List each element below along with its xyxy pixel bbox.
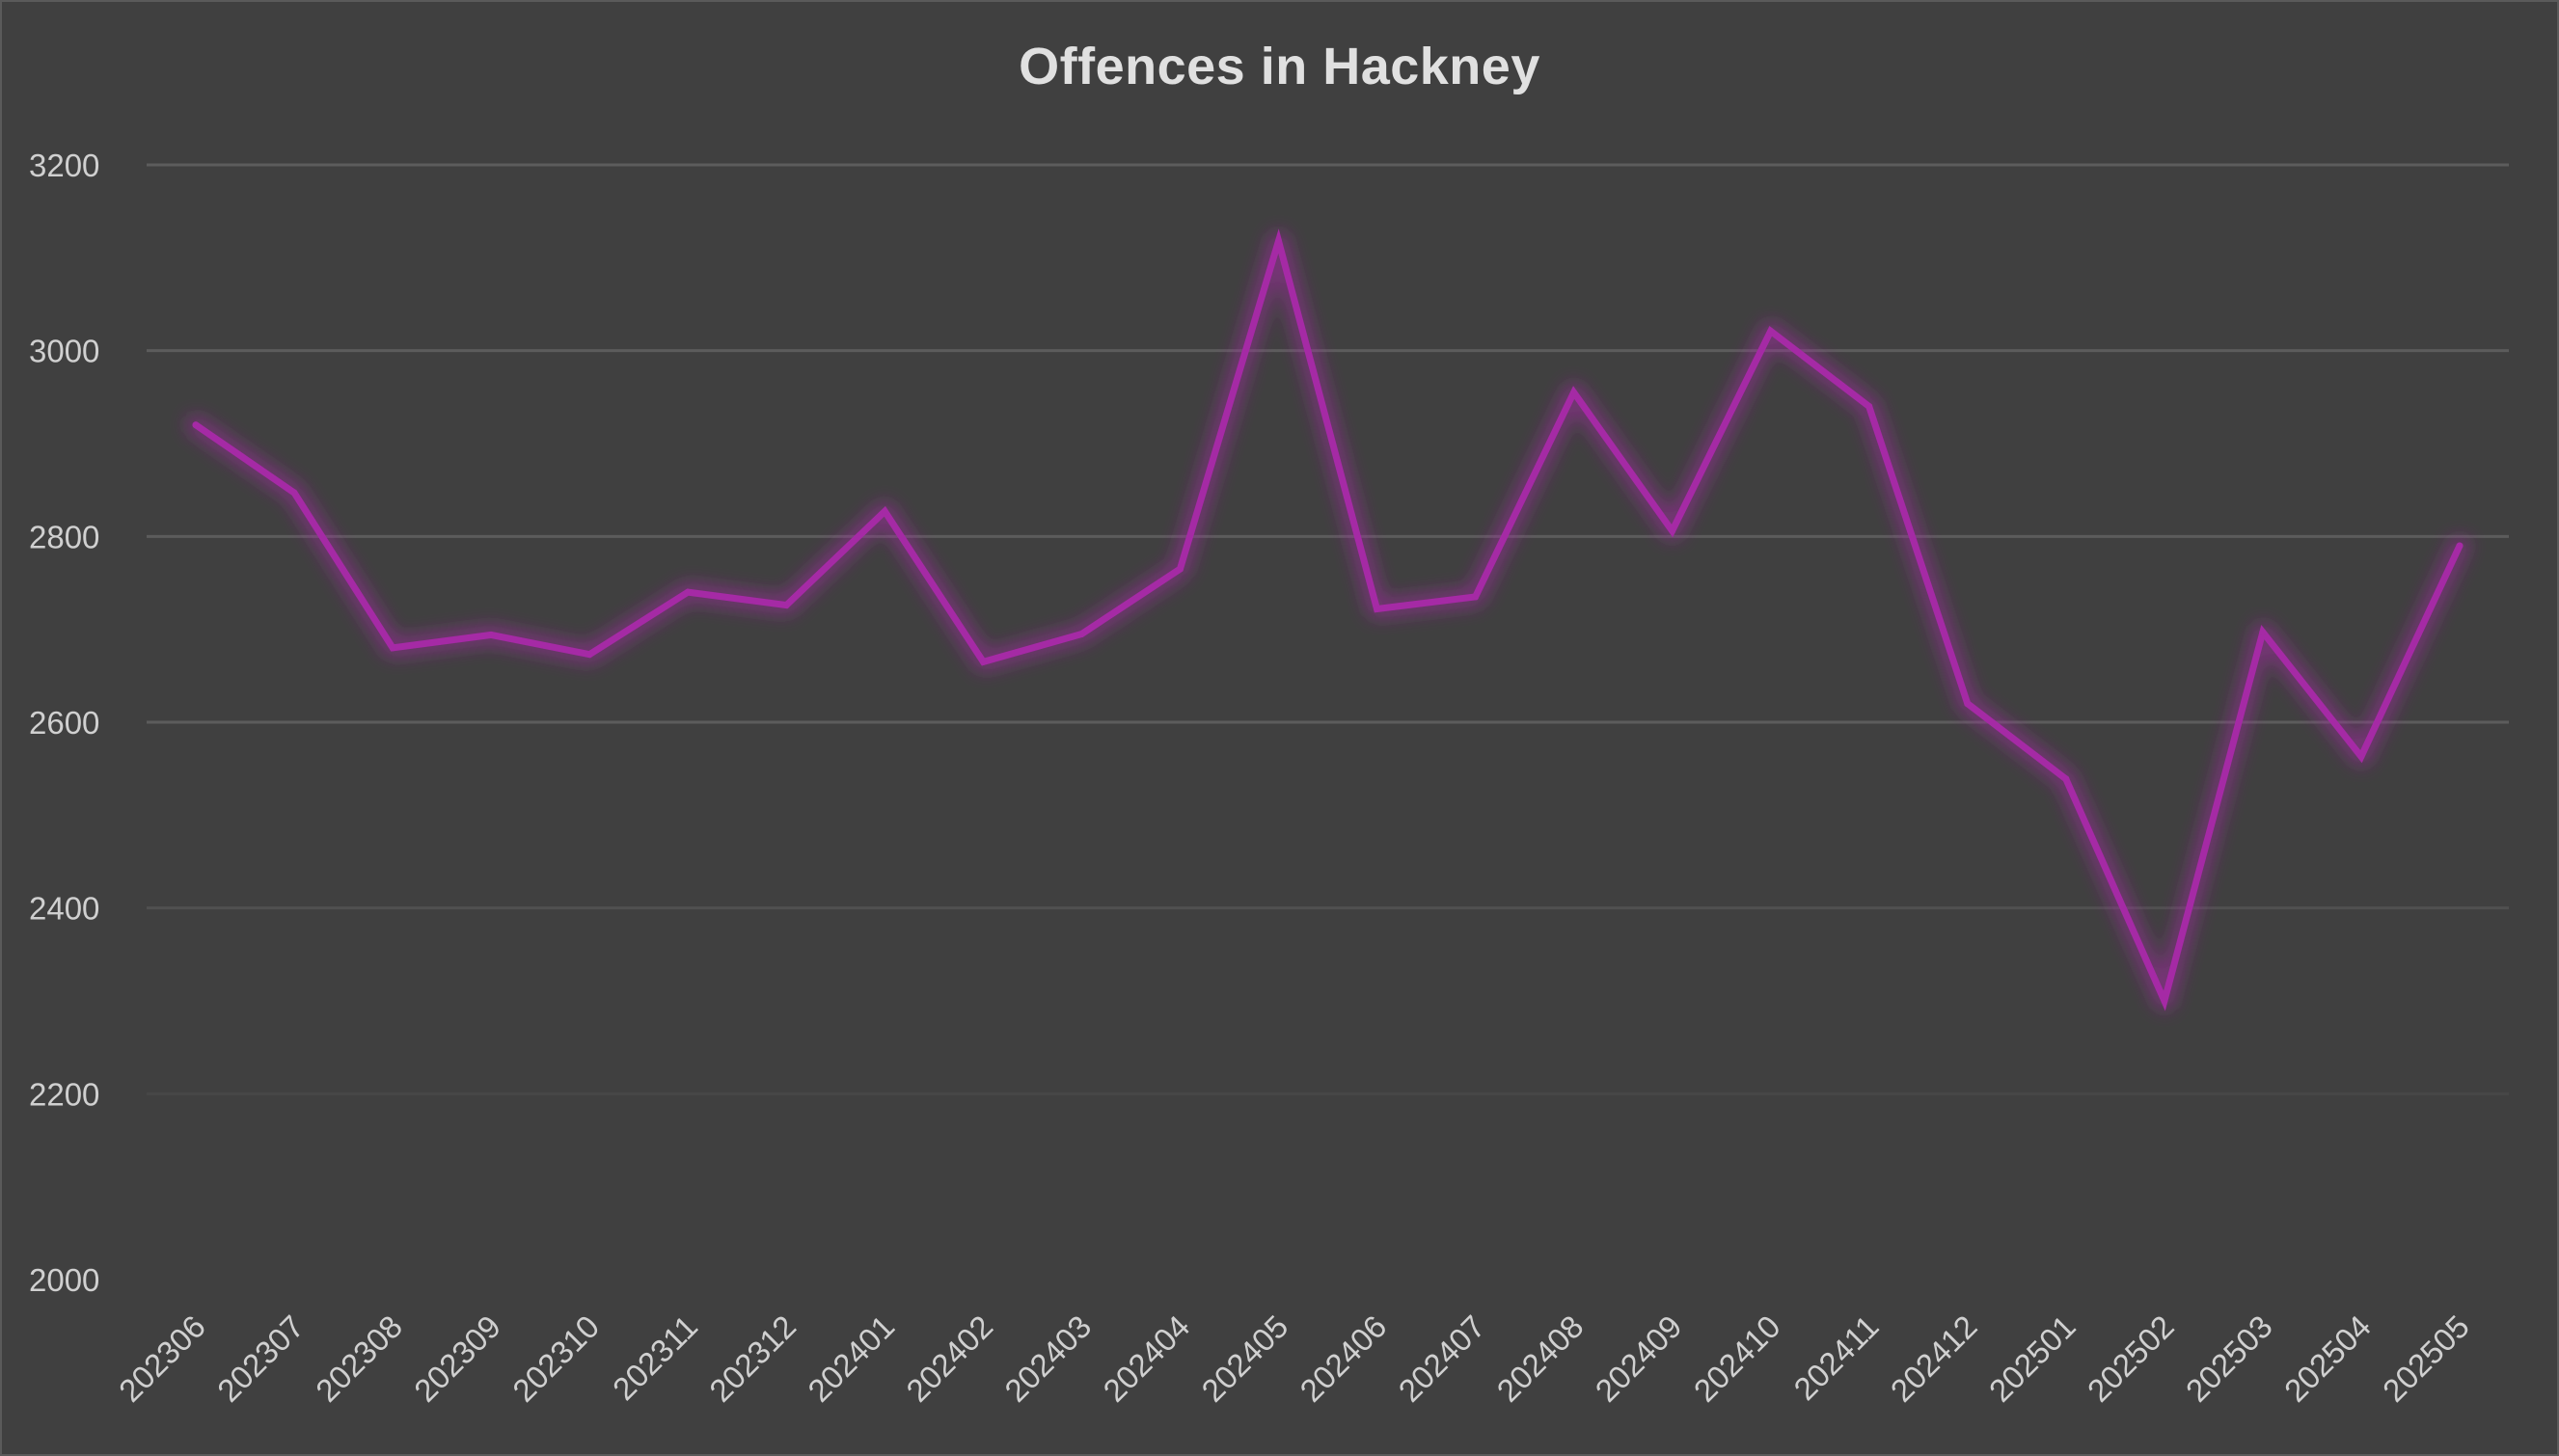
x-tick-label: 202501 — [1982, 1308, 2083, 1409]
x-tick-label: 202312 — [702, 1308, 803, 1409]
data-point — [1374, 605, 1381, 612]
data-point — [881, 507, 888, 515]
x-tick-label: 202408 — [1490, 1308, 1591, 1409]
x-tick-label: 202404 — [1096, 1308, 1196, 1409]
data-point — [2161, 997, 2168, 1005]
x-tick-label: 202403 — [997, 1308, 1098, 1409]
data-point — [782, 602, 790, 609]
data-point — [389, 644, 396, 652]
x-tick-label: 202308 — [309, 1308, 409, 1409]
data-point — [2259, 629, 2267, 636]
y-tick-label: 2000 — [29, 1262, 99, 1298]
x-tick-label: 202405 — [1194, 1308, 1294, 1409]
chart-title: Offences in Hackney — [1019, 38, 1540, 95]
data-point — [1570, 389, 1578, 396]
y-tick-label: 2800 — [29, 519, 99, 554]
x-tick-label: 202504 — [2277, 1308, 2378, 1409]
x-tick-label: 202402 — [899, 1308, 999, 1409]
x-tick-label: 202307 — [210, 1308, 311, 1409]
series-line — [192, 229, 2464, 1011]
data-point — [290, 489, 298, 497]
data-point — [585, 651, 593, 659]
x-tick-label: 202409 — [1589, 1308, 1689, 1409]
data-point — [2456, 542, 2464, 550]
x-tick-label: 202311 — [606, 1308, 704, 1407]
x-tick-label: 202306 — [112, 1308, 212, 1409]
x-tick-label: 202407 — [1391, 1308, 1491, 1409]
data-point — [487, 631, 495, 638]
y-axis-ticks: 2000 2200 2400 2600 2800 3000 3200 — [29, 148, 99, 1298]
x-tick-label: 202411 — [1786, 1308, 1885, 1407]
data-point — [192, 421, 200, 429]
data-point — [2357, 753, 2365, 761]
data-point — [1274, 237, 1282, 245]
data-point — [1077, 630, 1085, 637]
data-point — [1176, 565, 1184, 573]
data-point — [1472, 593, 1480, 601]
x-tick-label: 202401 — [801, 1308, 901, 1409]
y-tick-label: 3000 — [29, 334, 99, 369]
y-tick-label: 2200 — [29, 1076, 99, 1112]
x-tick-label: 202309 — [407, 1308, 507, 1409]
x-tick-label: 202503 — [2179, 1308, 2279, 1409]
x-tick-label: 202310 — [505, 1308, 606, 1409]
y-tick-label: 3200 — [29, 148, 99, 183]
y-tick-label: 2400 — [29, 891, 99, 927]
data-point — [684, 588, 692, 596]
data-point — [979, 658, 987, 665]
x-tick-label: 202505 — [2376, 1308, 2476, 1409]
data-point — [2062, 775, 2070, 783]
data-point — [1669, 527, 1676, 535]
data-point — [1865, 402, 1873, 410]
data-point — [1964, 700, 1972, 708]
x-tick-label: 202502 — [2081, 1308, 2181, 1409]
x-tick-label: 202406 — [1293, 1308, 1393, 1409]
data-point — [1767, 327, 1775, 335]
y-tick-label: 2600 — [29, 705, 99, 741]
x-tick-label: 202410 — [1687, 1308, 1787, 1409]
x-tick-label: 202412 — [1884, 1308, 1984, 1409]
series-layer — [186, 229, 2469, 1011]
